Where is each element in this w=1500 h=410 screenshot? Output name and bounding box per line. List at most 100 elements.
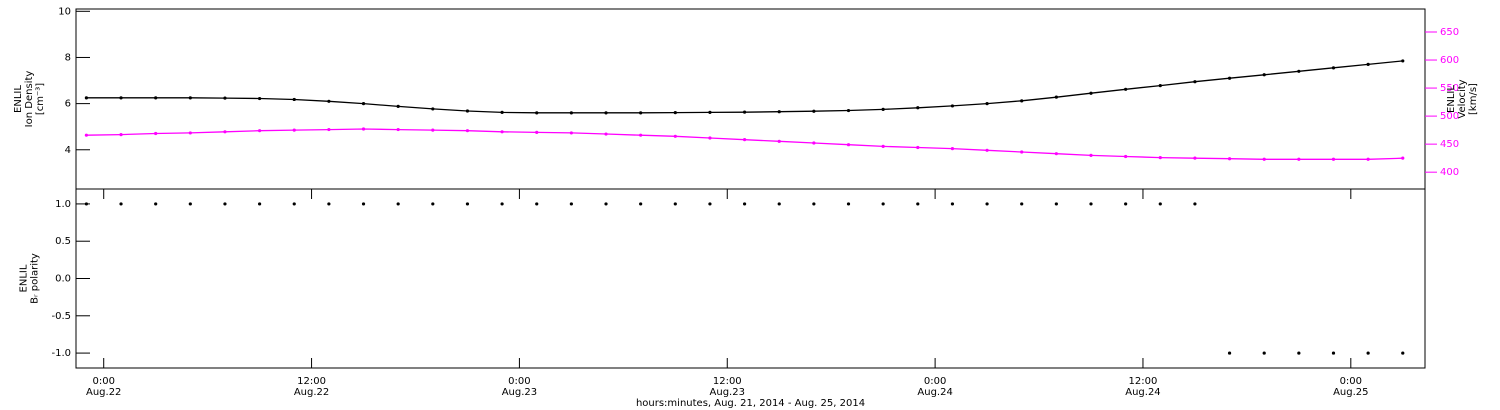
data-point xyxy=(327,127,331,132)
data-point xyxy=(1158,202,1162,206)
data-point xyxy=(742,202,747,206)
data-point xyxy=(569,111,573,115)
data-point xyxy=(708,110,712,114)
axis-title: Ion Density xyxy=(24,71,35,128)
data-point xyxy=(1227,157,1232,161)
data-point xyxy=(916,202,920,206)
data-point xyxy=(1020,99,1024,103)
y-tick-label: 8 xyxy=(65,52,71,63)
data-point xyxy=(1020,150,1024,154)
data-point xyxy=(223,202,227,206)
data-point xyxy=(1158,84,1162,88)
data-point xyxy=(639,111,643,115)
plot-frame xyxy=(75,188,1426,369)
x-axis-title: hours:minutes, Aug. 21, 2014 - Aug. 25, … xyxy=(636,398,865,409)
data-point xyxy=(154,131,158,136)
y-tick-label: 0.5 xyxy=(55,236,71,247)
data-point xyxy=(673,111,677,115)
data-point xyxy=(604,202,608,206)
data-point xyxy=(431,128,435,132)
data-point xyxy=(639,133,643,137)
data-point xyxy=(673,202,677,206)
data-point xyxy=(881,107,885,111)
data-point xyxy=(1124,87,1128,91)
data-point xyxy=(1124,202,1128,206)
data-point xyxy=(846,108,851,113)
data-point xyxy=(188,131,192,135)
data-point xyxy=(1366,157,1370,161)
data-point xyxy=(1366,62,1370,66)
data-point xyxy=(361,127,366,131)
x-tick-label: 12:00 Aug.24 xyxy=(1125,376,1160,398)
data-point xyxy=(223,96,227,100)
x-tick-label: 0:00 Aug.22 xyxy=(86,376,121,398)
data-point xyxy=(327,202,331,206)
axis-title: ENLIL xyxy=(13,85,24,113)
data-point xyxy=(500,130,504,134)
y-tick-label: 10 xyxy=(58,6,71,17)
data-point xyxy=(881,144,885,148)
data-point xyxy=(535,130,539,134)
data-point xyxy=(569,202,573,206)
data-point xyxy=(1262,157,1266,161)
data-point xyxy=(639,202,643,206)
data-point xyxy=(188,202,192,206)
x-tick-label: 12:00 Aug.23 xyxy=(710,376,745,398)
data-point xyxy=(1089,153,1093,157)
data-point xyxy=(258,129,262,133)
data-point xyxy=(1020,202,1024,206)
data-point xyxy=(258,96,262,101)
data-point xyxy=(812,202,816,206)
data-point xyxy=(292,97,296,102)
series-line xyxy=(86,60,1403,114)
axis-title: ENLIL xyxy=(1446,85,1457,113)
data-point xyxy=(465,202,470,206)
data-point xyxy=(1089,202,1093,206)
data-point xyxy=(396,202,400,206)
y2-tick-label: 600 xyxy=(1440,55,1459,66)
data-point xyxy=(119,96,123,100)
data-point xyxy=(1054,95,1058,99)
data-point xyxy=(1297,69,1301,73)
data-point xyxy=(154,96,158,100)
data-point xyxy=(1193,80,1197,84)
data-point xyxy=(396,127,400,132)
data-point xyxy=(1366,351,1370,355)
data-point xyxy=(985,102,989,106)
data-point xyxy=(535,202,539,206)
data-point xyxy=(396,104,400,108)
y2-tick-label: 500 xyxy=(1440,111,1459,122)
data-point xyxy=(465,109,470,113)
data-point xyxy=(1124,154,1128,159)
data-point xyxy=(84,133,88,137)
data-point xyxy=(708,136,712,140)
data-point xyxy=(985,148,989,152)
data-point xyxy=(708,202,712,206)
data-point xyxy=(431,202,435,206)
data-point xyxy=(1401,59,1405,63)
data-point xyxy=(950,202,955,206)
data-point xyxy=(1227,76,1232,80)
data-point xyxy=(1054,202,1058,206)
data-point xyxy=(742,138,747,142)
data-point xyxy=(1401,351,1405,355)
data-point xyxy=(604,111,608,115)
data-point xyxy=(84,96,88,100)
axis-title: [cm⁻³] xyxy=(35,83,46,115)
data-point xyxy=(1331,157,1336,161)
data-point xyxy=(223,130,227,134)
data-point xyxy=(292,202,296,206)
data-point xyxy=(119,133,123,137)
data-point xyxy=(881,202,885,206)
data-point xyxy=(1193,156,1197,160)
axis-title: [km/s] xyxy=(1468,83,1479,115)
data-point xyxy=(1227,351,1232,355)
y2-tick-label: 400 xyxy=(1440,167,1459,178)
data-point xyxy=(500,110,504,114)
data-point xyxy=(361,102,366,106)
data-point xyxy=(1158,155,1162,160)
data-point xyxy=(777,139,781,143)
axis-title: Velocity xyxy=(1457,79,1468,118)
data-point xyxy=(1331,351,1336,355)
